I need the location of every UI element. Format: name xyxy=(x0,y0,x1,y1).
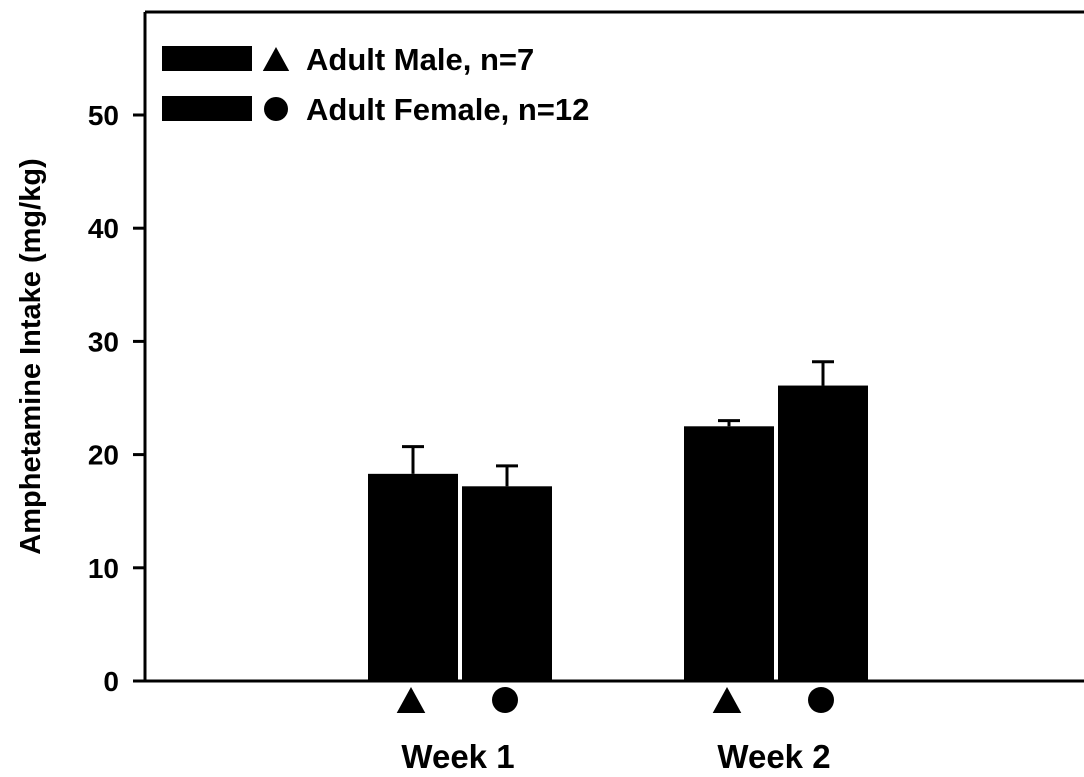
y-tick-label: 20 xyxy=(88,440,119,471)
x-tick-label: Week 1 xyxy=(401,738,514,772)
axes: 0 10 20 30 40 50 Amphetamine Intake (mg/kg) xyxy=(15,10,1084,697)
y-tick-label: 10 xyxy=(88,553,119,584)
bar xyxy=(778,385,868,681)
y-tick-label: 0 xyxy=(103,666,119,697)
circle-marker-icon xyxy=(808,687,834,713)
labels: Week 1 Week 2 xyxy=(396,687,834,775)
bar xyxy=(368,473,458,681)
legend-triangle-icon xyxy=(262,47,290,71)
bar xyxy=(684,426,774,681)
triangle-marker-icon xyxy=(712,687,742,713)
legend-swatch xyxy=(162,96,252,121)
y-axis-label: Amphetamine Intake (mg/kg) xyxy=(15,158,47,554)
legend-swatch xyxy=(162,46,252,71)
bar xyxy=(462,486,552,681)
legend-circle-icon xyxy=(264,97,288,121)
y-tick-label: 50 xyxy=(88,100,119,131)
x-tick-label: Week 2 xyxy=(717,738,830,772)
legend-label: Adult Female, n=12 xyxy=(306,92,589,127)
legend: Adult Male, n=7 Adult Female, n=12 xyxy=(162,42,589,127)
triangle-marker-icon xyxy=(396,687,426,713)
legend-label: Adult Male, n=7 xyxy=(306,42,534,77)
y-tick-label: 30 xyxy=(88,326,119,357)
circle-marker-icon xyxy=(492,687,518,713)
y-tick-label: 40 xyxy=(88,213,119,244)
bars xyxy=(368,360,868,681)
